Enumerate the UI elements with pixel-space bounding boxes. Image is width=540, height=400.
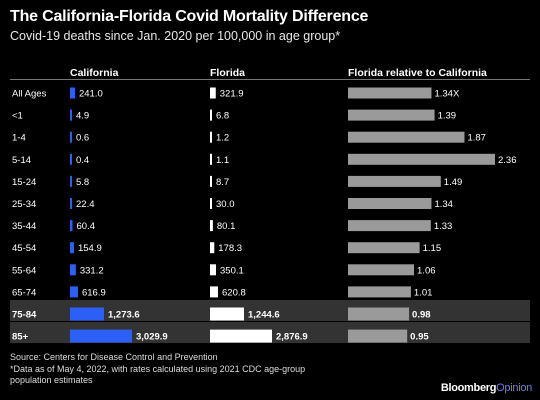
ratio-value: 1.33 xyxy=(434,221,453,232)
ratio-bar xyxy=(348,87,432,99)
florida-value: 1,244.6 xyxy=(248,310,280,321)
california-bar xyxy=(70,264,76,276)
florida-bar xyxy=(210,329,272,343)
ratio-bar xyxy=(348,175,441,187)
brand-suffix: Opinion xyxy=(496,382,532,394)
row-label: <1 xyxy=(12,111,23,122)
florida-bar xyxy=(210,307,244,321)
florida-bar xyxy=(210,175,212,187)
ratio-value: 1.06 xyxy=(417,265,436,276)
chart-subtitle: Covid-19 deaths since Jan. 2020 per 100,… xyxy=(10,29,341,43)
row-label: 55-64 xyxy=(12,265,36,276)
header-ratio: Florida relative to California xyxy=(348,67,487,79)
california-bar xyxy=(70,87,75,99)
row-label: 15-24 xyxy=(12,177,36,188)
california-bar xyxy=(70,242,74,254)
california-bar xyxy=(70,198,72,209)
row-label: 65-74 xyxy=(12,287,36,298)
california-value: 4.9 xyxy=(76,111,89,122)
brand-name: Bloomberg xyxy=(440,382,497,394)
ratio-value: 1.34 xyxy=(434,199,453,210)
ratio-value: 1.39 xyxy=(438,111,457,122)
footnote-line-2: population estimates xyxy=(10,375,93,385)
florida-bar xyxy=(210,198,212,209)
ratio-bar xyxy=(348,220,431,232)
row-label: 45-54 xyxy=(12,243,36,254)
ratio-bar xyxy=(348,198,432,209)
florida-value: 30.0 xyxy=(216,199,235,210)
ratio-bar xyxy=(348,109,435,121)
florida-value: 8.7 xyxy=(216,177,229,188)
florida-value: 350.1 xyxy=(220,265,244,276)
california-bar xyxy=(70,175,72,187)
florida-value: 1.2 xyxy=(216,133,229,144)
california-value: 60.4 xyxy=(76,221,95,232)
california-bar xyxy=(70,220,73,232)
california-value: 331.2 xyxy=(80,265,104,276)
florida-value: 620.8 xyxy=(222,287,246,298)
ratio-bar xyxy=(348,153,495,165)
california-bar xyxy=(70,131,72,143)
ratio-value: 1.49 xyxy=(444,177,463,188)
header-california: California xyxy=(70,67,119,79)
florida-value: 2,876.9 xyxy=(276,332,308,343)
california-value: 241.0 xyxy=(79,89,103,100)
florida-value: 321.9 xyxy=(220,89,244,100)
california-bar xyxy=(70,286,78,298)
row-label: 25-34 xyxy=(12,199,36,210)
florida-bar xyxy=(210,242,215,254)
source-note: Source: Centers for Disease Control and … xyxy=(10,352,218,362)
california-value: 154.9 xyxy=(78,243,102,254)
florida-value: 1.1 xyxy=(216,155,229,166)
brand-logo: BloombergOpinion xyxy=(441,382,532,394)
florida-bar xyxy=(210,131,212,143)
ratio-bar xyxy=(348,307,410,321)
ratio-value: 2.36 xyxy=(498,155,517,166)
row-label: 1-4 xyxy=(12,133,26,144)
header-divider xyxy=(10,79,530,80)
ratio-bar xyxy=(348,131,465,143)
ratio-value: 1.01 xyxy=(414,287,433,298)
florida-bar xyxy=(210,220,213,232)
california-value: 3,029.9 xyxy=(136,332,168,343)
ratio-bar xyxy=(348,286,411,298)
row-label: 35-44 xyxy=(12,221,36,232)
california-value: 616.9 xyxy=(82,287,106,298)
florida-bar xyxy=(210,264,217,276)
florida-value: 80.1 xyxy=(217,221,236,232)
footnote-line-1: *Data as of May 4, 2022, with rates calc… xyxy=(10,364,306,374)
ratio-value: 0.98 xyxy=(412,310,431,321)
california-value: 0.4 xyxy=(76,155,89,166)
ratio-bar xyxy=(348,242,420,254)
california-bar xyxy=(70,329,132,343)
california-bar xyxy=(70,307,104,321)
ratio-value: 1.15 xyxy=(423,243,442,254)
california-value: 5.8 xyxy=(76,177,89,188)
row-label: 85+ xyxy=(12,332,29,343)
florida-bar xyxy=(210,153,212,165)
california-bar xyxy=(70,109,72,121)
ratio-value: 1.87 xyxy=(467,133,486,144)
california-value: 22.4 xyxy=(76,199,95,210)
chart-title: The California-Florida Covid Mortality D… xyxy=(10,8,369,25)
header-florida: Florida xyxy=(210,67,246,79)
ratio-value: 1.34X xyxy=(434,89,459,100)
florida-bar xyxy=(210,286,219,298)
california-value: 1,273.6 xyxy=(108,310,140,321)
florida-value: 178.3 xyxy=(218,243,242,254)
ratio-bar xyxy=(348,264,415,276)
row-label: 75-84 xyxy=(12,310,37,321)
california-bar xyxy=(70,153,72,165)
florida-bar xyxy=(210,87,216,99)
ratio-bar xyxy=(348,329,408,343)
florida-value: 6.8 xyxy=(216,111,229,122)
california-value: 0.6 xyxy=(76,133,89,144)
ratio-value: 0.95 xyxy=(410,332,429,343)
florida-bar xyxy=(210,109,212,121)
row-label: All Ages xyxy=(12,89,47,100)
row-label: 5-14 xyxy=(12,155,31,166)
